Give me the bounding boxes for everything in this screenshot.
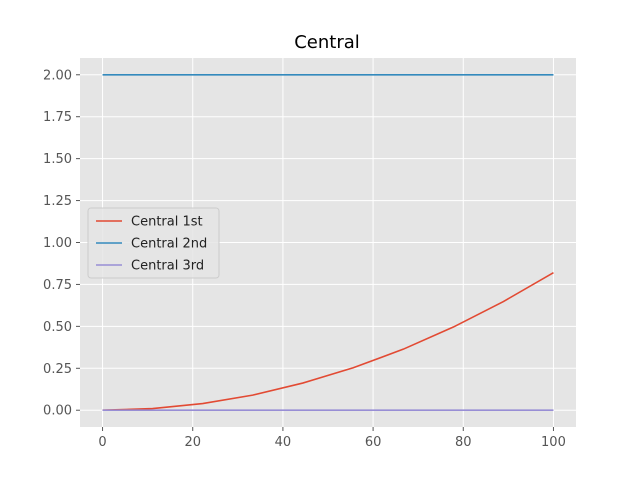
- y-tick-label: 1.00: [43, 236, 72, 251]
- series-lines: [102, 73, 554, 412]
- y-tick-label: 0.00: [43, 404, 72, 419]
- x-tick-label: 100: [541, 435, 566, 450]
- y-tick-label: 0.25: [43, 362, 72, 377]
- x-tick-label: 20: [184, 435, 201, 450]
- y-tick-label: 0.75: [43, 278, 72, 293]
- chart-title: Central: [294, 32, 360, 53]
- legend: Central 1st Central 2nd Central 3rd: [87, 207, 220, 279]
- y-tick-label: 2.00: [43, 68, 72, 83]
- x-tick-label: 0: [98, 435, 106, 450]
- x-tick-label: 40: [275, 435, 292, 450]
- y-tick-label: 1.75: [43, 110, 72, 125]
- legend-label: Central 1st: [131, 215, 203, 230]
- series-line-1: [102, 271, 554, 412]
- y-tick-label: 1.25: [43, 194, 72, 209]
- axis-ticks: 0 20 40 60 80 100 0.00 0.25 0.50 0.75 1.00 1.25 1.50…: [43, 68, 566, 450]
- x-tick-label: 80: [455, 435, 472, 450]
- legend-box: [87, 207, 220, 279]
- x-tick-label: 60: [365, 435, 382, 450]
- legend-label: Central 2nd: [131, 237, 207, 252]
- y-tick-label: 0.50: [43, 320, 72, 335]
- y-tick-label: 1.50: [43, 152, 72, 167]
- legend-label: Central 3rd: [131, 259, 204, 274]
